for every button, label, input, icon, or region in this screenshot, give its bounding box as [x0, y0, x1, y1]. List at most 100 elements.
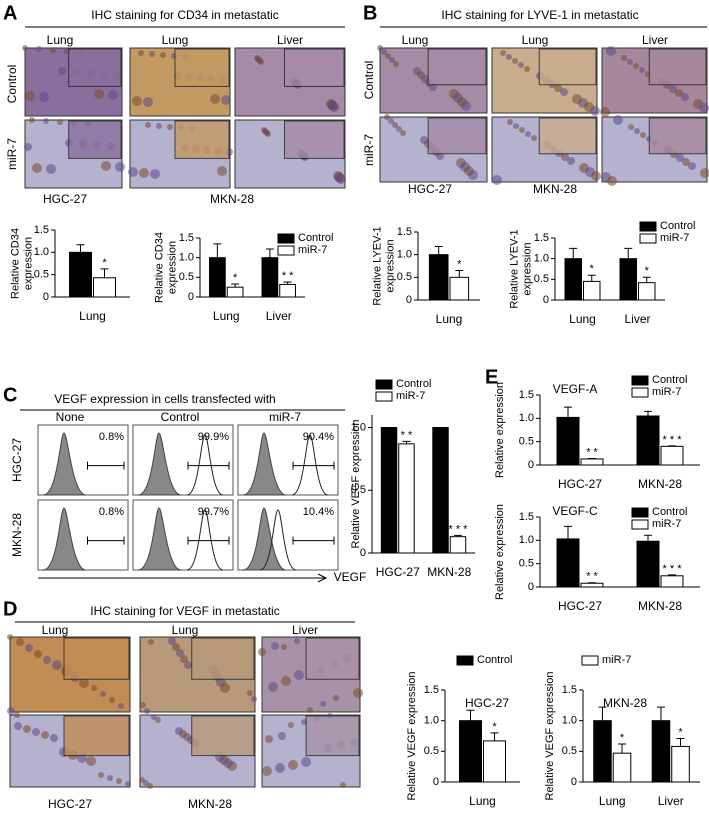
- error-bar: [213, 243, 222, 258]
- cell: [554, 84, 562, 92]
- legend-label: miR-7: [396, 390, 425, 402]
- cell: [560, 88, 568, 96]
- cell: [94, 89, 104, 99]
- column-label: Lung: [522, 33, 549, 47]
- cell: [385, 53, 391, 59]
- cell: [507, 119, 513, 125]
- legend-label: Control: [660, 220, 695, 232]
- significance: * * *: [448, 523, 468, 535]
- gate: [87, 536, 125, 545]
- cell: [607, 176, 617, 186]
- cell: [143, 97, 153, 107]
- error-bar: [668, 574, 676, 576]
- x-tick-label: Liver: [266, 309, 292, 323]
- cell: [262, 766, 272, 776]
- histogram-peak: [42, 432, 87, 496]
- y-tick-label: 0.5: [351, 484, 366, 496]
- cell: [132, 96, 142, 106]
- y-tick-label: 0: [528, 459, 534, 471]
- cell: [294, 638, 300, 644]
- error-bar: [656, 706, 665, 721]
- panel-letter: C: [3, 384, 17, 406]
- cell: [210, 94, 220, 104]
- cell: [393, 61, 399, 67]
- gate: [87, 461, 125, 470]
- bar: [279, 283, 296, 298]
- cell: [275, 763, 285, 773]
- y-tick-label: 1.0: [519, 412, 534, 424]
- cell: [79, 678, 89, 688]
- y-tick-label: 0.5: [34, 269, 49, 281]
- legend-label: miR-7: [660, 232, 689, 244]
- significance: * * *: [663, 563, 683, 575]
- column-label: Lung: [47, 33, 74, 47]
- micrograph-inset: [305, 715, 360, 757]
- cell: [24, 143, 32, 151]
- panel-title: IHC staining for CD34 in metastatic: [91, 8, 278, 22]
- panel-letter: B: [363, 2, 377, 24]
- cell: [25, 91, 35, 101]
- cell: [168, 637, 176, 645]
- group-label: MKN-28: [188, 797, 232, 811]
- bar: [660, 575, 684, 588]
- cell: [23, 725, 31, 733]
- cell: [278, 732, 286, 740]
- cell: [175, 727, 183, 735]
- cell: [25, 644, 33, 652]
- bar: [619, 258, 637, 301]
- cell: [628, 124, 634, 130]
- cell: [140, 702, 146, 708]
- cell: [492, 175, 502, 185]
- cell: [34, 650, 42, 658]
- cell: [681, 93, 689, 101]
- cell: [340, 782, 346, 788]
- cell: [58, 67, 66, 75]
- cell: [699, 103, 709, 113]
- cell: [600, 107, 610, 117]
- y-tick-label: 1.5: [519, 389, 534, 401]
- cell: [107, 775, 113, 781]
- cell: [46, 164, 56, 174]
- row-label: Control: [5, 65, 19, 104]
- cell: [14, 722, 22, 730]
- cell: [41, 731, 49, 739]
- cell: [7, 634, 13, 640]
- cell: [700, 168, 709, 178]
- cell: [86, 756, 96, 766]
- cell: [621, 55, 627, 61]
- micrograph-inset: [284, 48, 345, 87]
- cell: [91, 685, 97, 691]
- error-bar: [490, 732, 499, 741]
- column-label: miR-7: [269, 410, 301, 424]
- cell: [389, 57, 395, 63]
- cell: [307, 707, 313, 713]
- error-bar: [644, 410, 652, 416]
- cell: [116, 778, 122, 784]
- cell: [144, 708, 150, 714]
- bar: [636, 415, 660, 466]
- y-tick-label: 1.5: [519, 511, 534, 523]
- cell: [14, 712, 20, 718]
- cell: [561, 153, 569, 161]
- legend-label: Control: [298, 232, 333, 244]
- y-axis-label: Relative LYEV-1: [508, 229, 520, 308]
- cell: [118, 703, 124, 709]
- cell: [217, 166, 227, 176]
- cell: [258, 648, 266, 656]
- bar: [380, 427, 398, 554]
- cell: [281, 676, 291, 686]
- legend-label: Control: [477, 654, 512, 666]
- legend-swatch: [456, 655, 474, 666]
- bar: [398, 443, 415, 554]
- histogram-shift: [291, 434, 329, 496]
- cell: [221, 95, 231, 105]
- significance: *: [102, 257, 107, 269]
- legend-swatch: [375, 391, 393, 402]
- cell: [388, 118, 394, 124]
- y-tick-label: 0.5: [424, 745, 439, 757]
- x-tick-label: HGC-27: [376, 565, 420, 579]
- error-bar: [642, 276, 651, 283]
- y-tick-label: 1.0: [424, 715, 439, 727]
- y-tick-label: 1.5: [424, 684, 439, 696]
- cell: [377, 45, 383, 51]
